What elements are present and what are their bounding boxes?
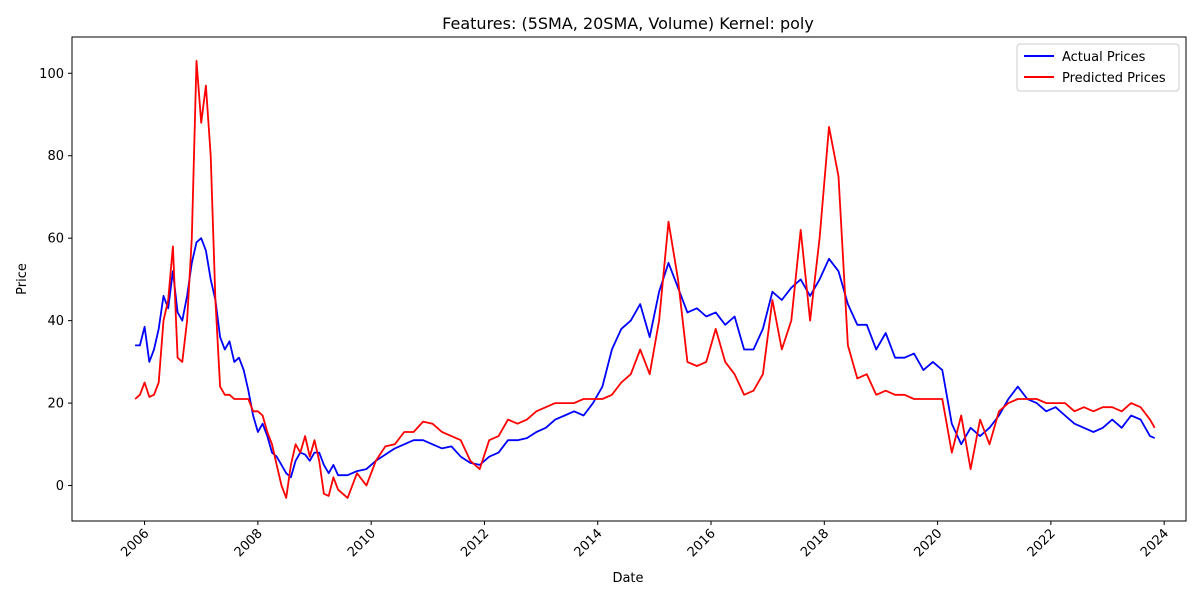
x-tick-label: 2020 bbox=[911, 526, 945, 560]
legend: Actual Prices Predicted Prices bbox=[1016, 43, 1180, 92]
x-tick-label: 2006 bbox=[118, 526, 152, 560]
x-tick-label: 2016 bbox=[685, 526, 719, 560]
x-axis-label: Date bbox=[612, 571, 643, 586]
series-line-actual bbox=[135, 237, 1156, 479]
legend-box bbox=[1016, 43, 1180, 92]
legend-label-actual: Actual Prices bbox=[1062, 50, 1146, 65]
plot-area bbox=[71, 36, 1187, 522]
y-tick-label: 0 bbox=[56, 479, 64, 494]
x-tick-label: 2010 bbox=[345, 526, 379, 560]
y-tick-label: 60 bbox=[47, 232, 64, 247]
y-tick-label: 100 bbox=[39, 67, 64, 82]
x-axis: 2006 2008 2010 2012 2014 2016 2018 2020 2022 2024 bbox=[118, 521, 1172, 560]
x-tick-label: 2014 bbox=[572, 526, 606, 560]
x-tick-label: 2008 bbox=[232, 526, 266, 560]
series-layer bbox=[134, 60, 1156, 499]
y-tick-label: 40 bbox=[47, 314, 64, 329]
y-axis: 0 20 40 60 80 100 bbox=[39, 67, 72, 494]
plot-frame bbox=[71, 36, 1187, 522]
series-line-predicted bbox=[134, 60, 1156, 499]
legend-label-predicted: Predicted Prices bbox=[1062, 71, 1166, 86]
y-tick-label: 80 bbox=[47, 149, 64, 164]
chart-title: Features: (5SMA, 20SMA, Volume) Kernel: … bbox=[442, 14, 814, 33]
x-tick-label: 2018 bbox=[798, 526, 832, 560]
y-axis-label: Price bbox=[15, 263, 30, 295]
x-tick-label: 2012 bbox=[458, 526, 492, 560]
y-tick-label: 20 bbox=[47, 397, 64, 412]
x-tick-label: 2022 bbox=[1025, 526, 1059, 560]
x-tick-label: 2024 bbox=[1138, 526, 1172, 560]
